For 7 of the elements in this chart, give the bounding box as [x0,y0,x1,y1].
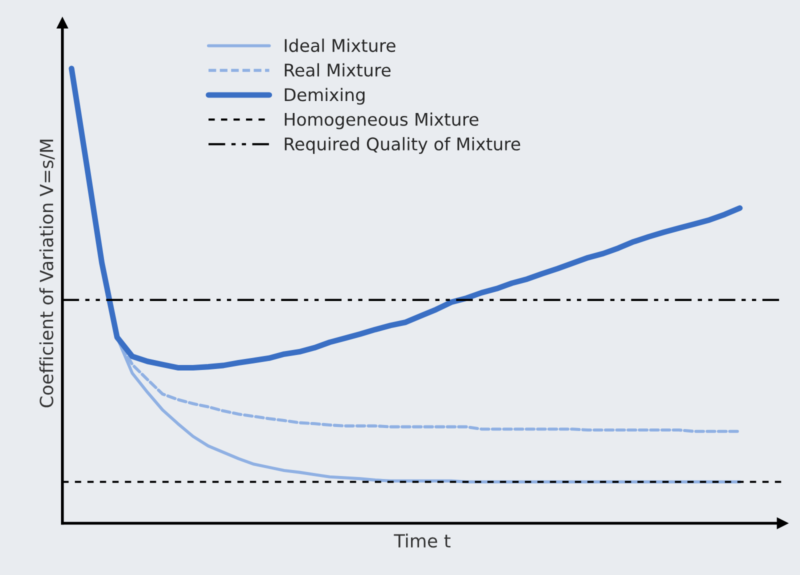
legend-label: Demixing [284,88,365,105]
y-axis-title: Coefficient of Variation V=s/M [39,140,55,408]
x-axis-title: Time t [394,534,450,548]
legend-label: Ideal Mixture [284,38,396,52]
legend-label: Real Mixture [284,63,391,77]
legend-label: Required Quality of Mixture [284,137,520,154]
legend-label: Homogeneous Mixture [284,112,478,130]
